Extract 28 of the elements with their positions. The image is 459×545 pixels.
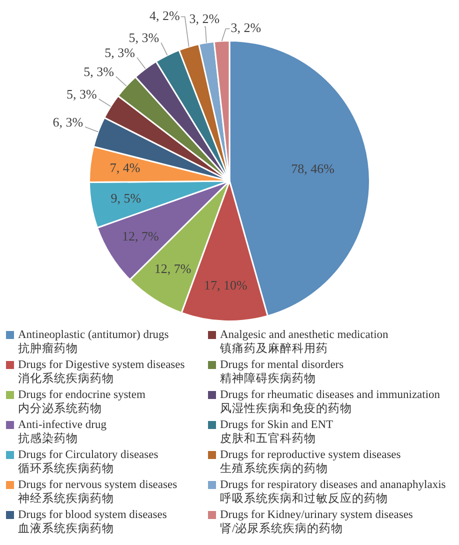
legend-label: Drugs for mental disorders 精神障碍疾病药物: [220, 358, 344, 386]
data-label: 7, 4%: [110, 160, 140, 175]
data-label: 5, 3%: [104, 44, 136, 60]
data-label: 5, 3%: [128, 30, 160, 46]
data-label: 5, 3%: [84, 64, 114, 79]
data-label: 3, 2%: [189, 11, 220, 26]
legend-label: Drugs for Kidney/urinary system diseases 肾/泌尿系统疾病的药物: [220, 508, 413, 536]
legend-label: Drugs for endocrine system 内分泌系统药物: [18, 388, 146, 416]
legend-label: Antineoplastic (antitumor) drugs 抗肿瘤药物: [18, 328, 169, 356]
legend-label: Drugs for blood system diseases 血液系统疾病药物: [18, 508, 167, 536]
data-label: 9, 5%: [110, 190, 142, 206]
data-label: 12, 7%: [122, 228, 159, 244]
legend-label: Analgesic and anesthetic medication 镇痛药及麻醉科用药: [220, 328, 388, 356]
data-label: 5, 3%: [66, 86, 97, 102]
data-label: 12, 7%: [154, 261, 192, 276]
data-label: 4, 2%: [150, 8, 180, 24]
data-label: 78, 46%: [291, 160, 335, 176]
legend-label: Drugs for Digestive system diseases 消化系统疾病药物: [18, 358, 185, 386]
data-label: 17, 10%: [204, 278, 248, 293]
legend-label: Drugs for rheumatic diseases and immunization 风湿性疾病和免疫的药物: [220, 388, 440, 416]
legend-label: Drugs for reproductive system diseases 生殖系统疾病的药物: [220, 448, 401, 476]
legend-label: Drugs for respiratory diseases and ananaphylaxis 呼吸系统疾病和过敏反应的药物: [220, 478, 446, 506]
legend-label: Anti-infective drug 抗感染药物: [18, 418, 106, 446]
data-label: 6, 3%: [52, 114, 84, 130]
legend-label: Drugs for Skin and ENT 皮肤和五官科药物: [220, 418, 334, 446]
data-label: 3, 2%: [230, 20, 262, 36]
legend-label: Drugs for Circulatory diseases 循环系统疾病药物: [18, 448, 158, 476]
legend-label: Drugs for nervous system diseases 神经系统疾病药物: [18, 478, 178, 506]
